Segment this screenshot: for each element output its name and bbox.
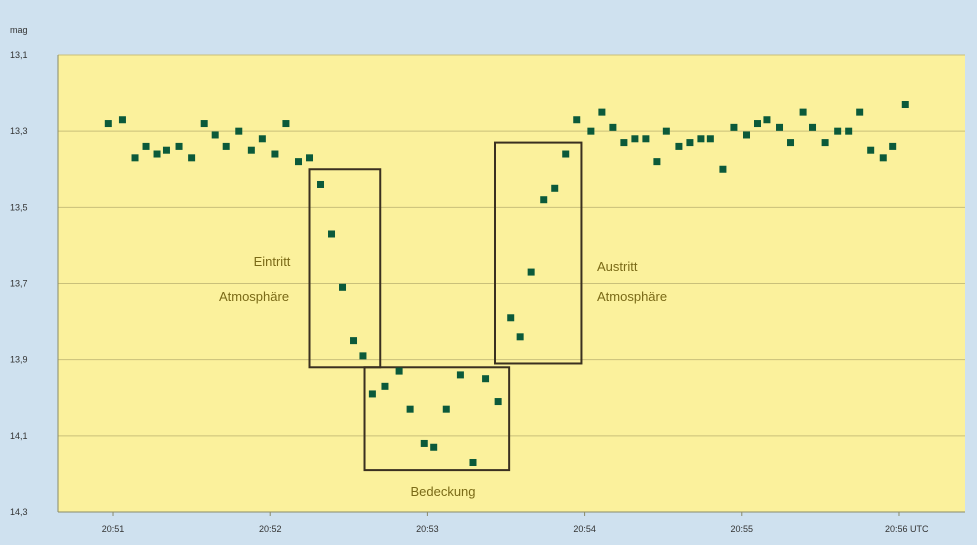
data-point [118,116,126,124]
annotation-boxes [308,141,583,472]
data-point [587,127,595,135]
data-point [339,283,347,291]
y-tick-label: 14,3 [10,507,28,517]
data-point [406,405,414,413]
x-tick-label: 20:53 [416,524,439,534]
data-point [175,142,183,150]
data-point [743,131,751,139]
y-tick-label: 13,5 [10,202,28,212]
data-point [306,154,314,162]
data-point [787,139,795,147]
data-point [662,127,670,135]
data-point [131,154,139,162]
data-point [188,154,196,162]
data-point [507,314,515,322]
data-point [350,337,358,345]
data-point [631,135,639,143]
axes: 13,1 13,3 13,5 13,7 13,9 14,1 14,3 20:51 20:52 20… [10,50,965,534]
data-point [845,127,853,135]
data-point [527,268,535,276]
data-point [799,108,807,116]
data-point [776,123,784,131]
label-austritt: Austritt [597,259,638,274]
y-tick-label: 13,9 [10,355,28,365]
y-tick-label: 13,1 [10,50,28,60]
x-tick-label: 20:52 [259,524,282,534]
data-point [247,146,255,154]
data-point [200,120,208,128]
data-point [889,142,897,150]
data-point [317,180,325,188]
data-point [706,135,714,143]
data-point [697,135,705,143]
data-point [879,154,887,162]
data-points [104,101,909,466]
data-point [686,139,694,147]
data-point [456,371,464,379]
label-bedeckung: Bedeckung [410,484,475,499]
data-point [282,120,290,128]
data-point [573,116,581,124]
data-point [809,123,817,131]
data-point [598,108,606,116]
data-point [562,150,570,158]
data-point [821,139,829,147]
data-point [516,333,524,341]
data-point [719,165,727,173]
x-tick-label: 20:51 [102,524,125,534]
x-tick-label: 20:56 UTC [885,524,929,534]
data-point [867,146,875,154]
x-tick-label: 20:55 [731,524,754,534]
data-point [153,150,161,158]
data-point [442,405,450,413]
data-point [620,139,628,147]
x-tick-label: 20:54 [573,524,596,534]
data-point [420,439,428,447]
box-austritt [493,141,583,365]
data-point [395,367,403,375]
data-point [901,101,909,109]
data-point [104,120,112,128]
data-point [162,146,170,154]
data-point [609,123,617,131]
data-point [675,142,683,150]
y-axis-unit-label: mag [10,25,28,35]
box-eintritt [308,168,382,369]
data-point [551,184,559,192]
data-point [271,150,279,158]
data-point [653,158,661,166]
data-point [834,127,842,135]
data-point [295,158,303,166]
data-point [763,116,771,124]
box-bedeckung [363,366,511,472]
data-point [430,443,438,451]
data-point [381,382,389,390]
data-point [211,131,219,139]
data-point [469,458,477,466]
label-austritt-atmosphaere: Atmosphäre [597,289,667,304]
data-point [754,120,762,128]
label-eintritt-atmosphaere: Atmosphäre [219,289,289,304]
annotation-labels: Eintritt Atmosphäre Austritt Atmosphäre … [10,25,667,499]
data-point [328,230,336,238]
data-point [642,135,650,143]
data-point [856,108,864,116]
data-point [235,127,243,135]
data-point [258,135,266,143]
data-point [142,142,150,150]
data-point [730,123,738,131]
data-point [494,398,502,406]
y-tick-label: 13,7 [10,279,28,289]
data-point [482,375,490,383]
y-tick-label: 14,1 [10,431,28,441]
y-tick-label: 13,3 [10,126,28,136]
data-point [540,196,548,204]
data-point [368,390,376,398]
data-point [359,352,367,360]
label-eintritt: Eintritt [254,254,291,269]
data-point [222,142,230,150]
